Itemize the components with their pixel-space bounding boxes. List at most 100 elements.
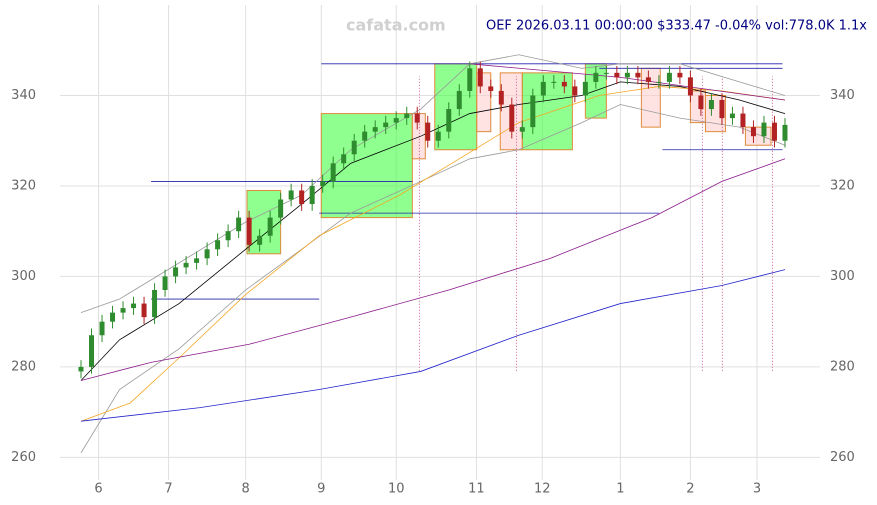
y-tick-label: 340 xyxy=(11,88,36,103)
candle-body xyxy=(614,72,620,78)
watermark: cafata.com xyxy=(346,16,446,35)
candle-body xyxy=(635,72,641,78)
y-tick-label: 300 xyxy=(11,269,36,284)
candle-body xyxy=(488,86,494,91)
x-tick-label: 1 xyxy=(616,482,624,497)
x-tick-label: 12 xyxy=(534,482,551,497)
candle-body xyxy=(278,199,284,218)
indicator-line xyxy=(80,81,786,381)
candle-body xyxy=(750,127,756,137)
candle-body xyxy=(309,185,315,205)
candle-body xyxy=(435,131,441,141)
indicator-line xyxy=(80,54,786,313)
candle-body xyxy=(194,258,200,263)
candle-body xyxy=(540,81,546,96)
x-tick-label: 8 xyxy=(241,482,249,497)
zone-box xyxy=(320,113,413,219)
candle-body xyxy=(362,131,368,141)
candle-body xyxy=(183,262,189,268)
candle-body xyxy=(267,217,273,236)
candle-body xyxy=(236,217,242,232)
candle-body xyxy=(708,100,714,110)
candle-body xyxy=(99,321,105,336)
x-tick-label: 2 xyxy=(686,482,694,497)
indicator-line xyxy=(80,104,786,454)
candle-body xyxy=(383,122,389,128)
candle-body xyxy=(173,267,179,277)
candle-body xyxy=(414,113,420,123)
candle-body xyxy=(551,81,557,83)
candle-body xyxy=(299,190,305,205)
y-tick-label: 280 xyxy=(11,359,36,374)
candle-body xyxy=(624,72,630,78)
y-tick-label-right: 280 xyxy=(830,359,855,374)
candle-body xyxy=(498,90,504,105)
x-tick-label: 11 xyxy=(468,482,485,497)
candle-body xyxy=(425,122,431,141)
y-tick-label-right: 300 xyxy=(830,269,855,284)
candle-body xyxy=(561,81,567,87)
candle-body xyxy=(456,90,462,110)
candle-body xyxy=(593,72,599,82)
candle-body xyxy=(393,118,399,123)
candle-body xyxy=(89,335,95,367)
candle-body xyxy=(162,276,168,290)
candle-body xyxy=(225,231,231,241)
indicator-line xyxy=(80,269,786,422)
zone-box xyxy=(640,67,661,128)
x-tick-label: 7 xyxy=(164,482,172,497)
y-tick-label: 260 xyxy=(11,450,36,465)
x-tick-label: 3 xyxy=(753,482,761,497)
candle-body xyxy=(78,366,84,372)
candle-body xyxy=(582,81,588,96)
candle-body xyxy=(288,190,294,200)
y-tick-label: 320 xyxy=(11,178,36,193)
candle-body xyxy=(761,122,767,137)
candle-body xyxy=(330,163,336,182)
candle-body xyxy=(698,95,704,110)
candle-body xyxy=(446,109,452,132)
y-tick-label-right: 340 xyxy=(830,88,855,103)
candle-body xyxy=(341,154,347,164)
candle-body xyxy=(729,113,735,119)
candle-body xyxy=(477,68,483,87)
y-tick-label-right: 260 xyxy=(830,450,855,465)
y-tick-label-right: 320 xyxy=(830,178,855,193)
candle-body xyxy=(666,72,672,82)
candle-body xyxy=(719,100,725,119)
candle-body xyxy=(572,86,578,96)
candle-body xyxy=(110,312,116,322)
candle-body xyxy=(509,104,515,132)
candle-body xyxy=(782,124,788,141)
candle-body xyxy=(519,127,525,132)
candle-body xyxy=(120,308,126,313)
zone-box xyxy=(744,126,772,146)
chart-title: OEF 2026.03.11 00:00:00 $333.47 -0.04% v… xyxy=(486,19,867,34)
candle-body xyxy=(246,217,252,245)
candle-body xyxy=(467,68,473,91)
indicator-line xyxy=(80,158,786,381)
plot xyxy=(78,54,788,454)
candle-body xyxy=(351,140,357,155)
candle-body xyxy=(404,113,410,119)
x-tick-label: 10 xyxy=(388,482,405,497)
candle-body xyxy=(131,303,137,309)
candle-body xyxy=(677,72,683,78)
candle-body xyxy=(687,77,693,96)
candle-body xyxy=(215,240,221,250)
candle-body xyxy=(257,235,263,245)
candle-body xyxy=(204,249,210,259)
x-tick-label: 9 xyxy=(317,482,325,497)
indicator-line xyxy=(469,63,786,101)
candle-body xyxy=(771,122,777,141)
candle-body xyxy=(645,77,651,82)
x-tick-label: 6 xyxy=(94,482,102,497)
candle-body xyxy=(372,127,378,132)
candle-body xyxy=(603,72,609,74)
candle-body xyxy=(740,113,746,128)
candle-body xyxy=(141,303,147,318)
candle-body xyxy=(656,81,662,83)
candle-body xyxy=(530,95,536,128)
